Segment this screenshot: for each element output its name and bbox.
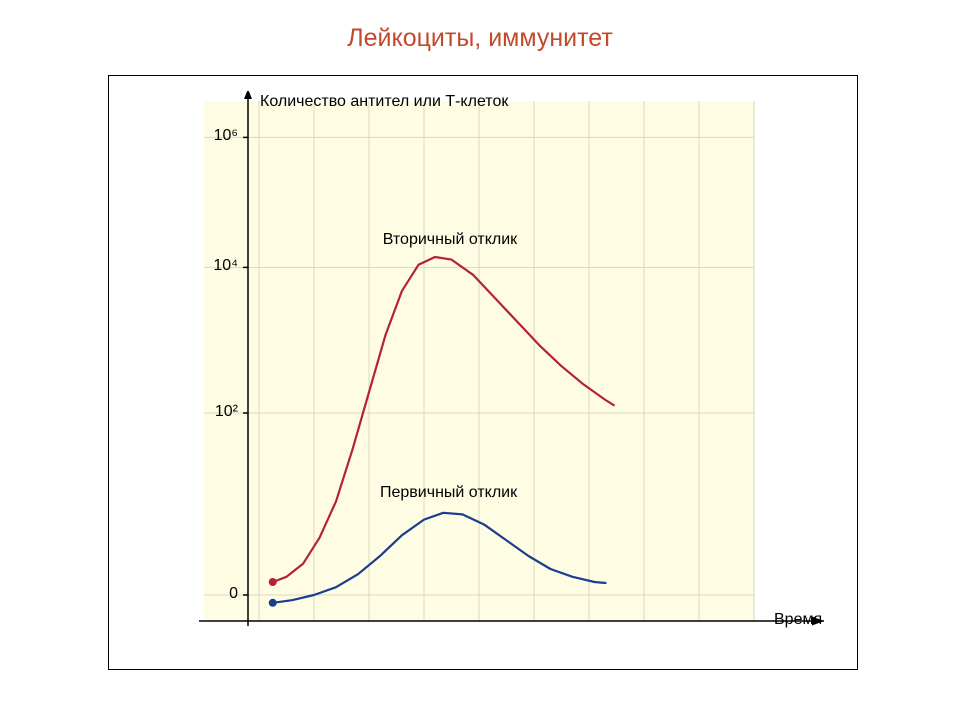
plot-area: 0 10² 10⁴ 10⁶ Время Количество антител или … [194,91,844,651]
y-tick-label: 10⁶ [198,127,238,145]
y-tick-label: 10² [198,403,238,421]
chart-svg [194,91,844,651]
x-axis-label: Время [774,611,822,629]
primary-curve-label: Первичный отклик [380,484,517,502]
chart-frame: 0 10² 10⁴ 10⁶ Время Количество антител или … [108,75,858,670]
y-axis-label: Количество антител или Т-клеток [260,93,508,111]
page-title: Лейкоциты, иммунитет [0,24,960,53]
y-tick-label: 0 [198,585,238,603]
secondary-curve-label: Вторичный отклик [383,231,517,249]
y-tick-label: 10⁴ [198,257,238,275]
